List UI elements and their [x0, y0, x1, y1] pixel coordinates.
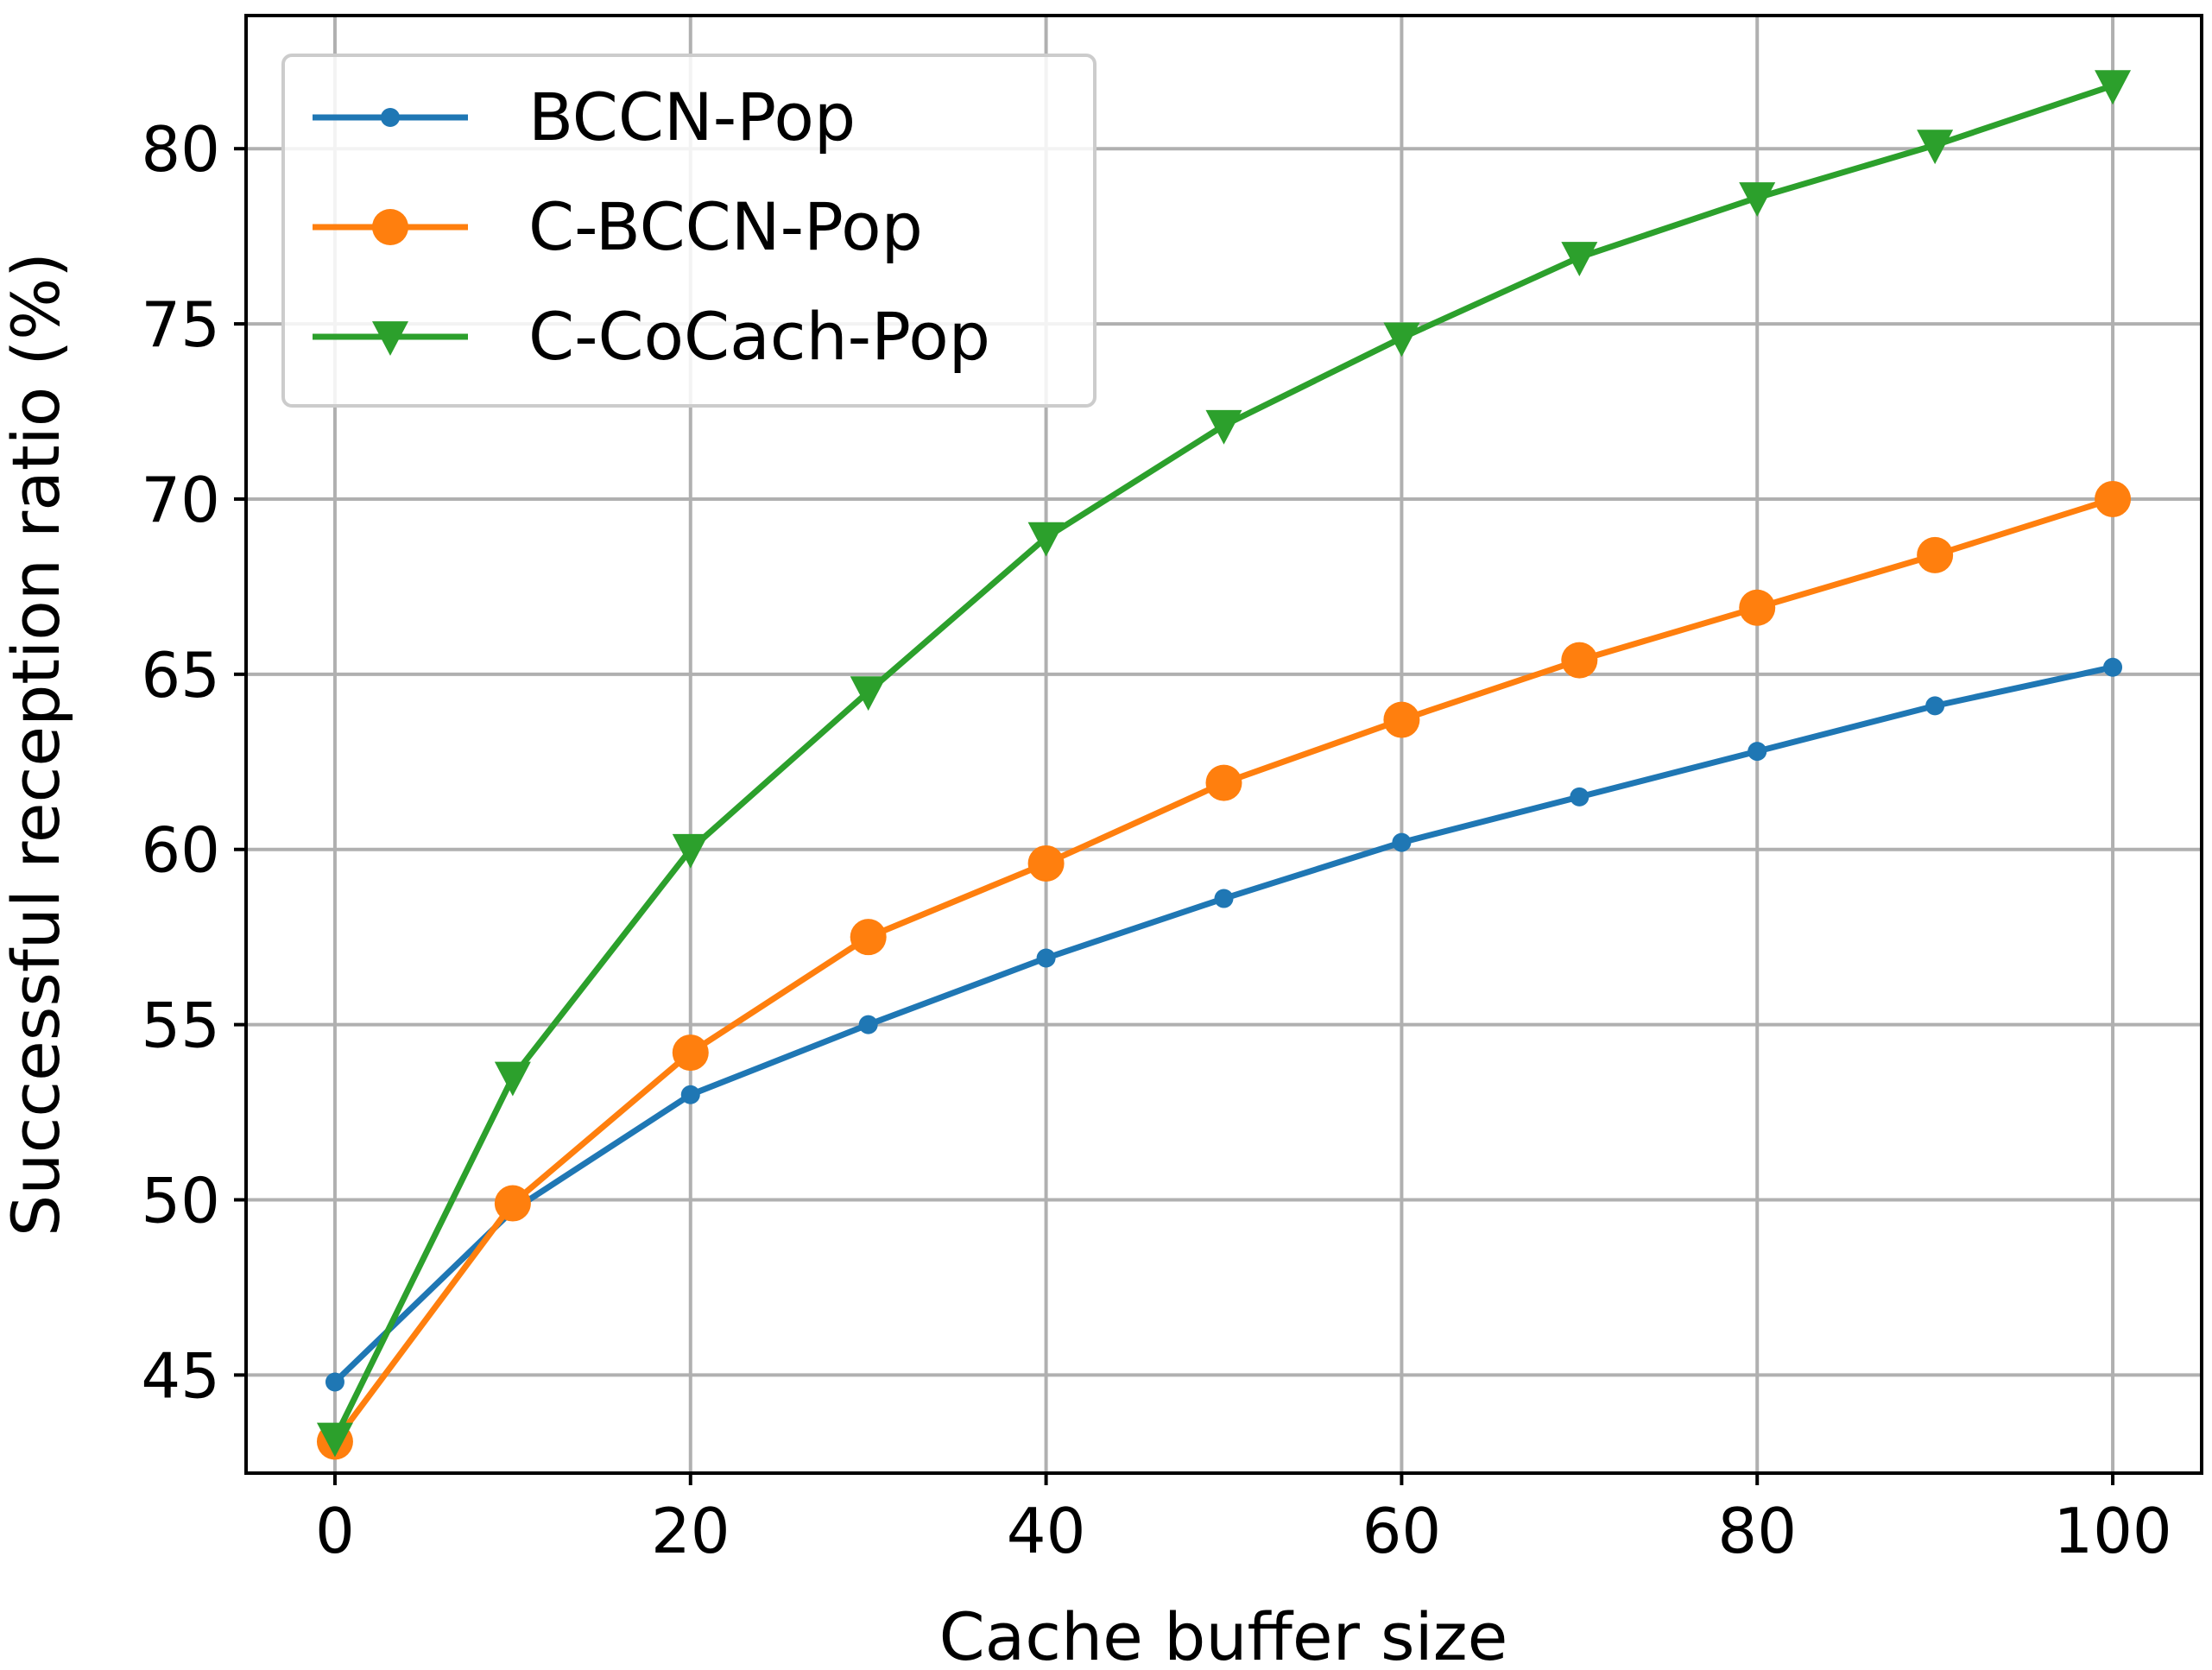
series-c-bccn-pop: [316, 480, 2132, 1460]
series-line: [332, 496, 2114, 1444]
data-point-dot: [325, 1372, 344, 1392]
x-tick-label: 80: [1717, 1495, 1797, 1567]
y-tick-label: 70: [141, 464, 220, 536]
legend-label: BCCN-Pop: [528, 79, 856, 155]
data-point-circle: [1205, 764, 1242, 801]
y-tick-label: 60: [141, 814, 220, 887]
data-point-triangle: [372, 321, 408, 357]
data-point-circle: [850, 919, 887, 956]
data-point-circle: [2095, 480, 2132, 517]
data-point-dot: [1214, 889, 1234, 908]
data-point-circle: [1383, 701, 1420, 738]
data-point-triangle: [2095, 70, 2132, 105]
data-point-dot: [1570, 787, 1589, 807]
data-point-dot: [381, 108, 400, 127]
y-tick-label: 45: [141, 1339, 220, 1412]
data-point-triangle: [1561, 242, 1598, 277]
legend-label: C-BCCN-Pop: [528, 188, 923, 265]
x-tick-label: 40: [1007, 1495, 1086, 1567]
axis-ticks: 0 20 40 60 80 100 45 50 55 60 65 70 75 80: [141, 113, 2171, 1567]
data-point-triangle: [1917, 130, 1954, 165]
data-point-dot: [680, 1085, 700, 1104]
data-point-dot: [1036, 948, 1056, 968]
y-tick-label: 55: [141, 990, 220, 1062]
y-tick-label: 75: [141, 288, 220, 361]
data-point-dot: [1925, 696, 1945, 716]
data-point-triangle: [850, 676, 887, 712]
data-point-dot: [858, 1015, 878, 1034]
data-point-circle: [1917, 536, 1954, 573]
plot-area-frame: [244, 14, 2203, 1475]
legend-item: BCCN-Pop: [313, 79, 856, 155]
data-point-triangle: [1383, 322, 1420, 357]
legend-item: C-CoCach-Pop: [313, 298, 990, 375]
x-axis-label: Cache buffer size: [939, 1598, 1508, 1670]
data-point-circle: [672, 1034, 709, 1072]
y-tick-label: 50: [141, 1165, 220, 1237]
y-axis-label: Successful reception ratio (%): [0, 252, 74, 1237]
x-tick-label: 0: [315, 1495, 355, 1567]
data-point-triangle: [1027, 522, 1065, 557]
data-point-circle: [1027, 844, 1065, 882]
data-point-circle: [1561, 642, 1598, 679]
data-point-dot: [1392, 832, 1412, 852]
data-point-triangle: [1205, 409, 1242, 445]
series-c-cocach-pop: [316, 70, 2132, 1458]
legend-label: C-CoCach-Pop: [528, 298, 990, 375]
data-point-triangle: [316, 1422, 353, 1458]
y-tick-label: 80: [141, 113, 220, 186]
data-point-dot: [2103, 657, 2123, 677]
data-point-circle: [1739, 589, 1776, 626]
legend: BCCN-Pop C-BCCN-Pop C-CoCach-Pop: [281, 54, 1097, 408]
data-point-triangle: [1739, 182, 1776, 218]
data-point-dot: [1747, 742, 1767, 762]
x-tick-label: 60: [1362, 1495, 1442, 1567]
x-tick-label: 100: [2053, 1495, 2171, 1567]
series-layer: [316, 70, 2132, 1460]
y-tick-label: 65: [141, 639, 220, 712]
legend-box: [281, 54, 1097, 408]
legend-item: C-BCCN-Pop: [313, 188, 923, 265]
x-tick-label: 20: [651, 1495, 730, 1567]
data-point-triangle: [672, 833, 709, 869]
data-point-triangle: [494, 1061, 531, 1097]
data-point-circle: [372, 209, 408, 245]
data-point-circle: [494, 1185, 531, 1222]
